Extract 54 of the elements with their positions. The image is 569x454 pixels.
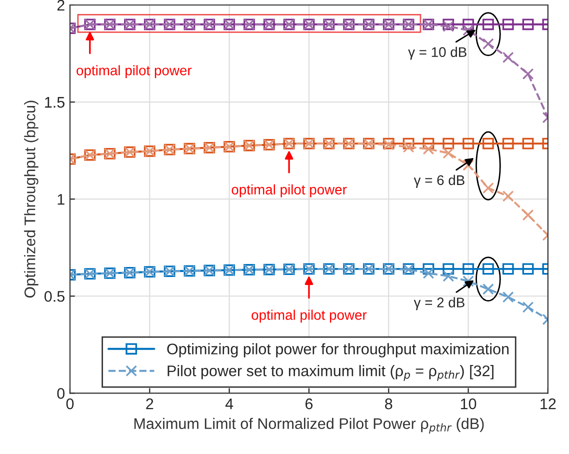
point	[522, 301, 534, 313]
point	[502, 291, 514, 303]
point	[482, 38, 494, 50]
point	[462, 18, 474, 30]
point	[402, 138, 414, 150]
x-axis-title: Maximum Limit of Normalized Pilot Power ρ$_{pthr}$ (dB)	[134, 418, 484, 434]
point	[442, 138, 454, 150]
point	[482, 138, 494, 150]
point	[482, 283, 494, 295]
point	[502, 263, 514, 275]
legend-label: Optimizing pilot power for throughput maximization	[167, 343, 509, 358]
point	[462, 263, 474, 275]
point	[442, 147, 454, 159]
x-tick-label: 2	[146, 398, 154, 410]
annotation: γ = 2 dB	[414, 297, 464, 310]
x-tick-label: 10	[460, 398, 476, 410]
annotation: optimal pilot power	[76, 65, 192, 78]
annotation: optimal pilot power	[232, 184, 347, 198]
y-tick-label: 1.5	[45, 97, 64, 108]
legend-label: Pilot power set to maximum limit (ρ$_{p}$ = ρ$_{pthr}$) [32]	[168, 365, 494, 381]
annotation: optimal pilot power	[252, 310, 367, 323]
point	[462, 24, 474, 36]
x-tick-label: 8	[385, 398, 392, 410]
point	[422, 143, 434, 155]
point	[402, 141, 414, 153]
y-tick-label: 2	[57, 0, 64, 11]
point	[502, 18, 514, 30]
point	[442, 270, 454, 282]
point	[462, 138, 474, 150]
x-tick-label: 4	[225, 398, 234, 410]
y-tick-label: 0	[57, 388, 65, 399]
x-tick-label: 6	[305, 398, 313, 410]
point	[502, 190, 514, 202]
x-tick-label: 12	[540, 398, 556, 410]
point	[482, 18, 494, 30]
point	[522, 263, 534, 275]
point	[442, 263, 454, 275]
y-tick-label: 1	[58, 194, 64, 205]
point	[502, 52, 514, 64]
y-tick-label: 0.5	[44, 290, 64, 302]
point	[482, 263, 494, 275]
point	[522, 68, 534, 80]
point	[482, 182, 494, 194]
point	[502, 138, 514, 150]
point	[422, 268, 434, 279]
x-tick-label: 0	[66, 398, 74, 410]
annotation: γ = 6 dB	[414, 174, 464, 188]
y-axis-title: Optimized Throughput (bpcu)	[24, 100, 38, 298]
point	[422, 263, 434, 275]
point	[422, 138, 434, 150]
annotation: γ = 10 dB	[408, 46, 466, 60]
point	[522, 209, 534, 221]
point	[522, 18, 534, 30]
point	[522, 138, 534, 150]
